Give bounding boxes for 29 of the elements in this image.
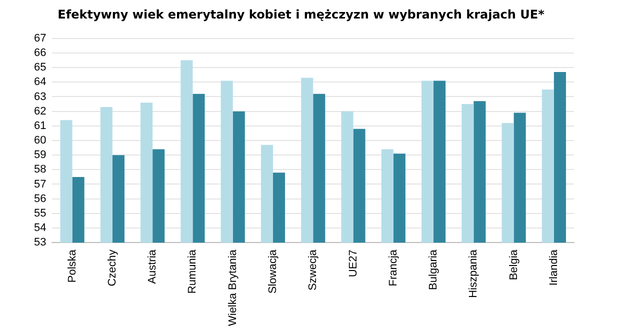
y-tick-label: 54 — [34, 222, 46, 234]
y-tick-label: 60 — [34, 134, 46, 147]
y-tick-label: 56 — [34, 192, 46, 205]
y-tick-label: 63 — [34, 90, 46, 103]
y-tick-label: 58 — [34, 164, 46, 176]
x-tick-label: Polska — [66, 248, 78, 283]
y-tick-label: 67 — [34, 32, 46, 44]
y-tick-label: 55 — [34, 207, 46, 220]
x-tick-label: Czechy — [106, 249, 118, 286]
x-tick-label: Szwecja — [307, 248, 320, 291]
y-tick-label: 61 — [34, 120, 46, 132]
x-tick-label: UE27 — [347, 250, 360, 278]
x-tick-label: Irlandia — [548, 248, 560, 286]
x-tick-label: Belgia — [508, 248, 520, 280]
x-tick-label: Rumunia — [186, 248, 199, 294]
y-tick-label: 53 — [34, 236, 46, 249]
chart-title: Efektywny wiek emerytalny kobiet i mężczyzn w wybranych krajach UE* — [58, 7, 546, 22]
y-tick-label: 65 — [34, 62, 46, 74]
x-tick-label: Francja — [387, 248, 400, 286]
y-tick-label: 64 — [34, 76, 46, 88]
x-tick-label: Hiszpania — [468, 248, 480, 298]
x-tick-label: Slowacja — [267, 248, 280, 294]
x-tick-label: Wielka Brytania — [226, 248, 239, 326]
y-tick-label: 57 — [34, 178, 46, 190]
y-tick-label: 59 — [34, 149, 46, 162]
y-tick-label: 66 — [34, 47, 46, 60]
y-tick-label: 62 — [34, 105, 46, 118]
x-tick-label: Austria — [146, 248, 159, 284]
x-tick-label: Bulgaria — [428, 248, 440, 290]
